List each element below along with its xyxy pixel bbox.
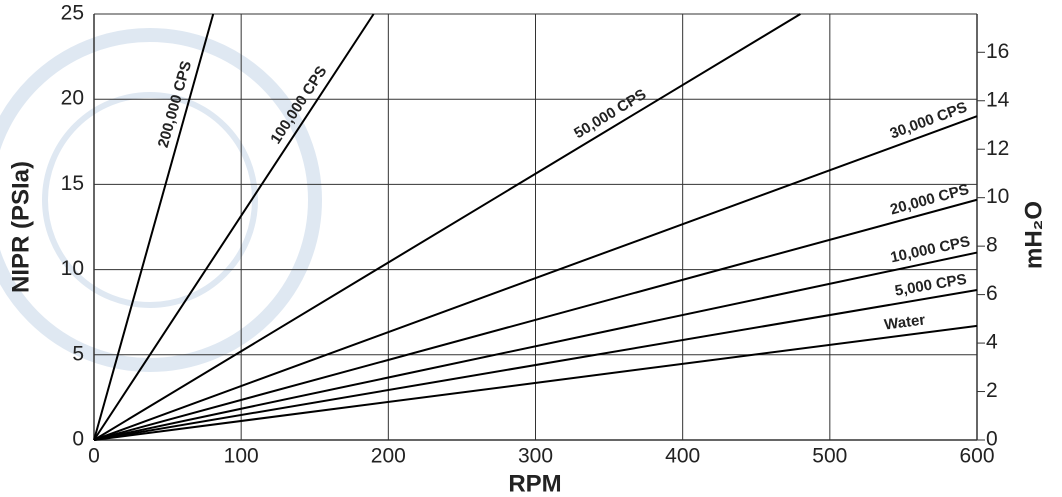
watermark-ring	[0, 28, 322, 372]
y2-tick-label: 12	[986, 137, 1009, 160]
series-line	[93, 324, 978, 441]
x-tick-label: 400	[665, 445, 700, 468]
series-line	[93, 251, 978, 441]
y2-tick-label: 4	[986, 331, 998, 354]
x-tick-label: 200	[371, 445, 406, 468]
y-tick-label: 0	[72, 428, 84, 451]
y-axis-label: NIPR (PSIa)	[7, 161, 34, 293]
y-tick-label: 20	[61, 87, 84, 110]
y2-tick-label: 0	[986, 428, 998, 451]
line-label: 10,000 CPS	[889, 233, 972, 266]
x-tick-label: 500	[812, 445, 847, 468]
y2-tick-label: 16	[986, 40, 1009, 63]
series-line	[93, 13, 801, 441]
y2-tick-label: 8	[986, 234, 998, 257]
series-line	[93, 289, 978, 441]
y-tick-label: 5	[72, 342, 84, 365]
y2-axis-label: mH₂O	[1020, 201, 1047, 269]
y-tick-label: 10	[61, 257, 84, 280]
watermark-ring	[42, 92, 258, 308]
y-tick-label: 25	[61, 2, 84, 25]
series-line	[93, 198, 978, 441]
line-label: 30,000 CPS	[888, 99, 970, 143]
y2-tick-label: 2	[986, 379, 998, 402]
series-line	[93, 13, 215, 441]
x-tick-label: 0	[88, 445, 100, 468]
line-label: Water	[883, 311, 926, 333]
y2-tick-label: 14	[986, 88, 1010, 111]
y-tick-label: 15	[61, 172, 84, 195]
x-tick-label: 600	[959, 445, 994, 468]
series-line	[93, 115, 978, 441]
y2-tick-label: 10	[986, 185, 1009, 208]
x-axis-label: RPM	[508, 470, 561, 497]
watermark	[0, 28, 322, 372]
x-tick-label: 100	[224, 445, 259, 468]
series-line	[93, 13, 375, 441]
line-label: 50,000 CPS	[571, 86, 649, 142]
x-tick-label: 300	[518, 445, 553, 468]
line-label: 5,000 CPS	[894, 271, 968, 300]
y2-tick-label: 6	[986, 282, 998, 305]
